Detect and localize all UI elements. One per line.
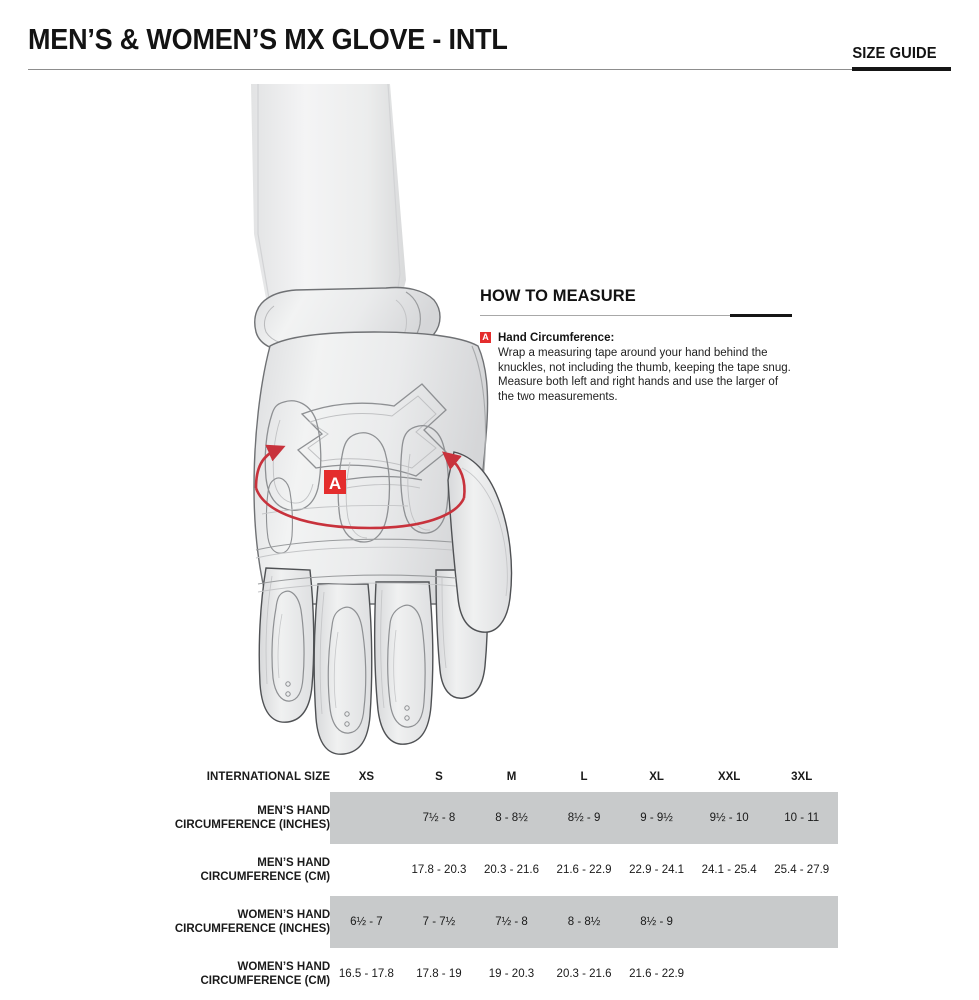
measure-item-heading: Hand Circumference:	[498, 332, 615, 344]
table-row-label-line2: CIRCUMFERENCE (INCHES)	[174, 819, 331, 831]
table-cell	[765, 896, 838, 948]
table-header-size: XXL	[717, 771, 741, 783]
page-header: MEN’S & WOMEN’S MX GLOVE - INTL SIZE GUI…	[0, 0, 979, 80]
header-divider-accent	[852, 67, 951, 71]
table-header-size: L	[580, 771, 588, 783]
measure-marker-badge: A	[480, 332, 491, 343]
measure-item-body: Wrap a measuring tape around your hand b…	[498, 347, 791, 403]
table-cell	[330, 792, 403, 844]
how-to-measure-divider-accent	[730, 314, 792, 317]
finger-pads	[265, 477, 426, 734]
table-cell: 7½ - 8	[402, 792, 476, 844]
table-row: WOMEN’S HAND CIRCUMFERENCE (INCHES) 6½ - 7…	[138, 896, 838, 948]
table-cell: 6½ - 7	[330, 896, 403, 948]
measurement-arc	[254, 444, 466, 530]
table-cell: 8 - 8½	[547, 896, 621, 948]
how-to-measure-panel: HOW TO MEASURE A Hand Circumference: Wra…	[480, 286, 792, 404]
table-header-size: M	[506, 771, 517, 783]
table-cell	[693, 948, 766, 1000]
table-row-label-line1: MEN’S HAND	[257, 805, 331, 817]
table-cell	[765, 948, 838, 1000]
marker-a-label: A	[329, 474, 341, 493]
table-cell: 21.6 - 22.9	[556, 864, 612, 876]
table-cell	[692, 896, 766, 948]
palm-seams	[255, 505, 457, 593]
table-header-size: XL	[649, 771, 664, 783]
table-cell: 22.9 - 24.1	[629, 864, 685, 876]
table-row-label-line1: WOMEN’S HAND	[237, 961, 331, 973]
how-to-measure-title: HOW TO MEASURE	[480, 286, 636, 305]
size-guide-badge: SIZE GUIDE	[852, 45, 937, 62]
table-cell: 17.8 - 19	[416, 968, 462, 980]
table-header-label: INTERNATIONAL SIZE	[206, 771, 331, 783]
table-header-size: XS	[358, 771, 375, 783]
table-cell: 7 - 7½	[402, 896, 476, 948]
table-cell: 9½ - 10	[692, 792, 766, 844]
page-title: MEN’S & WOMEN’S MX GLOVE - INTL	[28, 24, 508, 56]
table-header-size: 3XL	[791, 771, 813, 783]
table-row-label: WOMEN’S HAND CIRCUMFERENCE (INCHES)	[138, 896, 330, 948]
size-chart-table: INTERNATIONAL SIZE XS S M L XL XXL 3XL MEN’S HAN…	[138, 762, 838, 1000]
table-row-label-line2: CIRCUMFERENCE (CM)	[200, 871, 331, 883]
table-row-label: WOMEN’S HAND CIRCUMFERENCE (CM)	[138, 948, 330, 1000]
table-cell: 19 - 20.3	[488, 968, 535, 980]
table-row-label-line2: CIRCUMFERENCE (CM)	[200, 975, 331, 987]
measure-item-a: A Hand Circumference: Wrap a measuring t…	[480, 331, 792, 404]
table-cell: 7½ - 8	[475, 896, 548, 948]
table-row-label-line1: MEN’S HAND	[257, 857, 331, 869]
table-cell: 10 - 11	[765, 792, 838, 844]
table-cell: 25.4 - 27.9	[774, 864, 830, 876]
how-to-measure-divider	[480, 314, 792, 318]
forearm-shape	[251, 84, 406, 320]
table-header-row: INTERNATIONAL SIZE XS S M L XL XXL 3XL	[138, 762, 838, 792]
how-to-measure-divider-line	[480, 315, 792, 316]
table-row-label-line2: CIRCUMFERENCE (INCHES)	[174, 923, 331, 935]
table-cell: 17.8 - 20.3	[411, 864, 467, 876]
measurement-marker-a: A	[324, 470, 346, 494]
table-cell	[330, 844, 403, 896]
table-cell: 8 - 8½	[475, 792, 548, 844]
table-cell: 9 - 9½	[620, 792, 693, 844]
glove-diagram-svg: A	[251, 84, 513, 755]
header-divider	[28, 69, 951, 70]
table-row: MEN’S HAND CIRCUMFERENCE (CM) 17.8 - 20.3 2…	[138, 844, 838, 896]
table-cell: 16.5 - 17.8	[338, 968, 394, 980]
table-cell: 21.6 - 22.9	[629, 968, 685, 980]
table-row: WOMEN’S HAND CIRCUMFERENCE (CM) 16.5 - 17.…	[138, 948, 838, 1000]
table-row-label: MEN’S HAND CIRCUMFERENCE (CM)	[138, 844, 330, 896]
table-header-size: S	[435, 771, 443, 783]
table-cell: 24.1 - 25.4	[701, 864, 757, 876]
size-table: INTERNATIONAL SIZE XS S M L XL XXL 3XL MEN’S HAN…	[138, 762, 838, 1000]
table-cell: 8½ - 9	[547, 792, 621, 844]
table-cell: 8½ - 9	[620, 896, 693, 948]
table-cell: 20.3 - 21.6	[556, 968, 612, 980]
glove-illustration: A	[210, 84, 540, 764]
table-cell: 20.3 - 21.6	[484, 864, 539, 876]
table-row-label-line1: WOMEN’S HAND	[237, 909, 331, 921]
table-row-label: MEN’S HAND CIRCUMFERENCE (INCHES)	[138, 792, 330, 844]
